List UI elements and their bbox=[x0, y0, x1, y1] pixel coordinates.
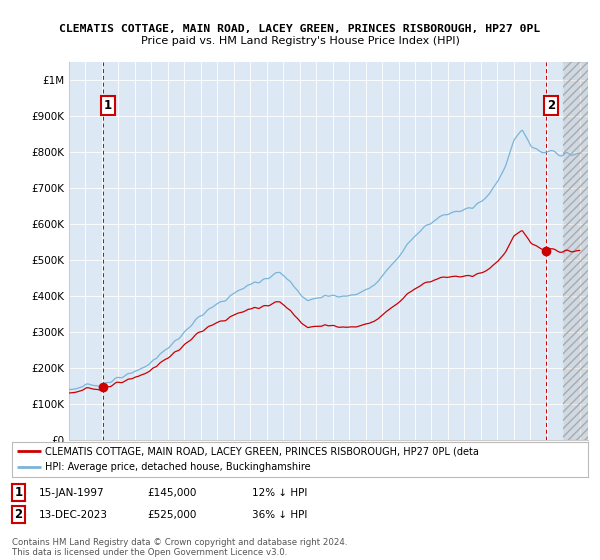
Text: CLEMATIS COTTAGE, MAIN ROAD, LACEY GREEN, PRINCES RISBOROUGH, HP27 0PL (deta: CLEMATIS COTTAGE, MAIN ROAD, LACEY GREEN… bbox=[46, 446, 479, 456]
Text: 1: 1 bbox=[103, 99, 112, 111]
Text: 36% ↓ HPI: 36% ↓ HPI bbox=[252, 510, 307, 520]
Bar bbox=[563, 62, 588, 440]
Text: 1: 1 bbox=[14, 486, 23, 500]
Text: Contains HM Land Registry data © Crown copyright and database right 2024.
This d: Contains HM Land Registry data © Crown c… bbox=[12, 538, 347, 557]
Text: 2: 2 bbox=[14, 508, 23, 521]
Text: £525,000: £525,000 bbox=[147, 510, 196, 520]
Text: 15-JAN-1997: 15-JAN-1997 bbox=[39, 488, 104, 498]
Text: £145,000: £145,000 bbox=[147, 488, 196, 498]
Text: CLEMATIS COTTAGE, MAIN ROAD, LACEY GREEN, PRINCES RISBOROUGH, HP27 0PL: CLEMATIS COTTAGE, MAIN ROAD, LACEY GREEN… bbox=[59, 24, 541, 34]
Text: 13-DEC-2023: 13-DEC-2023 bbox=[39, 510, 108, 520]
Text: 2: 2 bbox=[547, 99, 555, 111]
Bar bbox=[563, 62, 588, 440]
Text: HPI: Average price, detached house, Buckinghamshire: HPI: Average price, detached house, Buck… bbox=[46, 463, 311, 473]
Text: Price paid vs. HM Land Registry's House Price Index (HPI): Price paid vs. HM Land Registry's House … bbox=[140, 36, 460, 46]
Text: 12% ↓ HPI: 12% ↓ HPI bbox=[252, 488, 307, 498]
